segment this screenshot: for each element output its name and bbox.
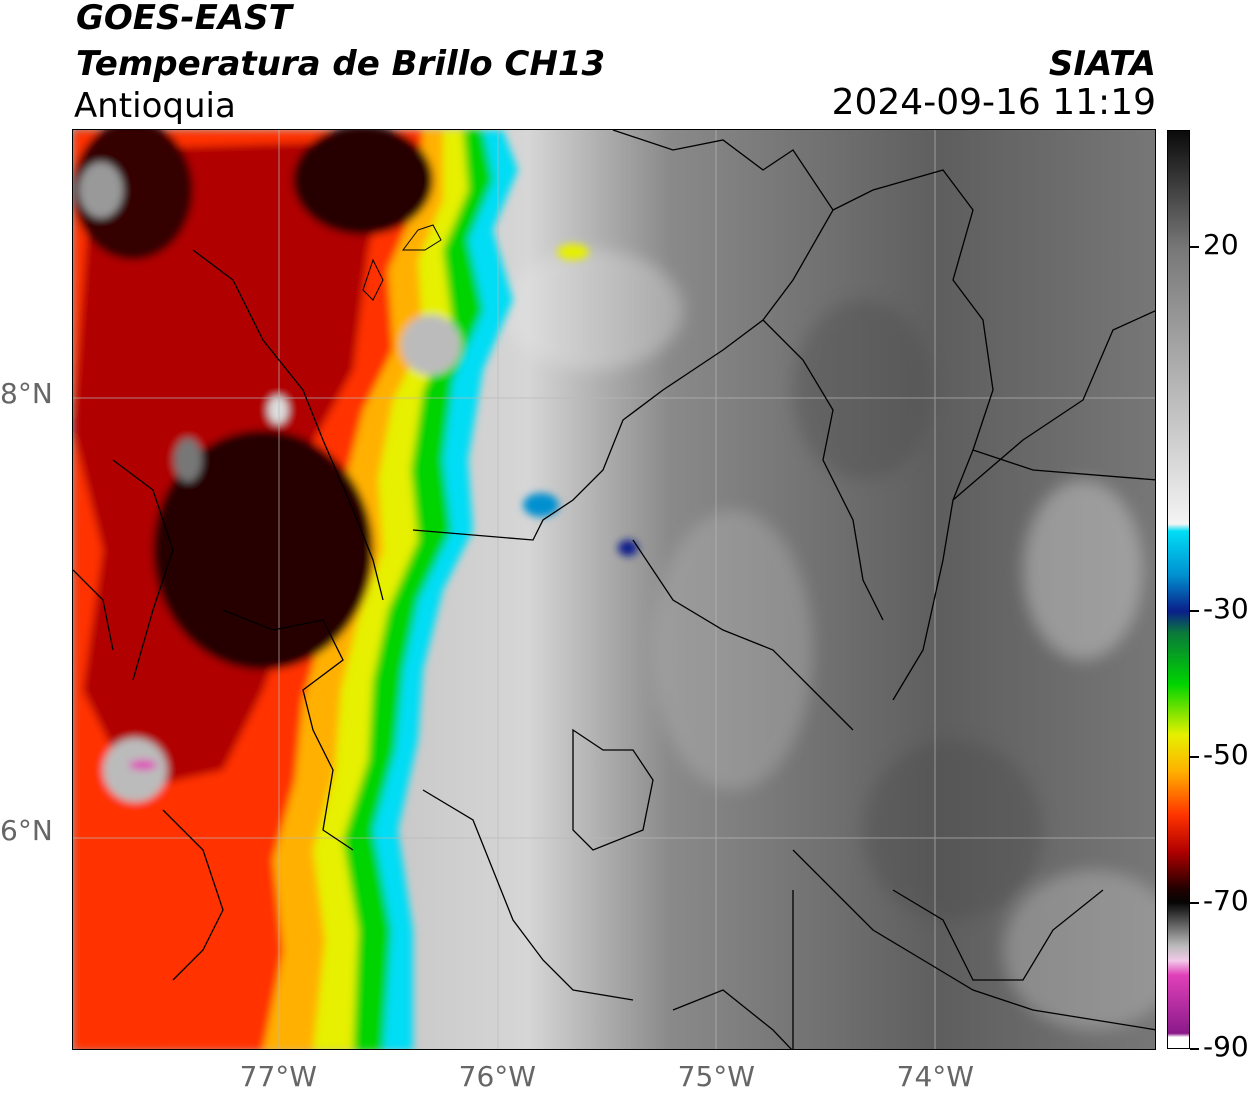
cloud-cell — [618, 540, 638, 556]
cloud-cell — [557, 244, 589, 260]
boundary-line — [892, 889, 1104, 981]
texture-blob — [793, 300, 933, 480]
colorbar-tick — [1190, 610, 1199, 613]
boundary-line — [422, 789, 634, 1001]
colorbar-tick-label: -30 — [1203, 592, 1249, 626]
boundary-line — [832, 169, 994, 701]
boundary-line — [792, 849, 1155, 1031]
organization-label: SIATA — [1048, 44, 1156, 84]
lat-label: 6°N — [0, 813, 53, 847]
colorbar-tick-label: -50 — [1203, 738, 1249, 772]
satellite-title: GOES-EAST — [76, 0, 292, 38]
colorbar-tick-label: -90 — [1203, 1030, 1249, 1063]
boundary-line — [73, 569, 114, 651]
coastline — [362, 224, 442, 301]
overshooting-top — [103, 738, 167, 802]
timestamp-label: 2024-09-16 11:19 — [831, 82, 1156, 123]
boundary-line — [972, 449, 1155, 481]
region-label: Antioquia — [74, 86, 236, 126]
lon-label: 77°W — [239, 1060, 317, 1093]
lon-label: 76°W — [458, 1060, 536, 1093]
boundary-line — [762, 319, 884, 621]
colorbar — [1167, 130, 1190, 1049]
overshooting-top — [174, 438, 202, 482]
texture-blob — [1023, 480, 1143, 660]
boundary-line — [162, 809, 224, 981]
boundary-line — [632, 539, 854, 731]
texture-blob — [1003, 870, 1155, 1030]
cloud-cell — [523, 493, 559, 517]
texture-blob — [863, 740, 1043, 920]
colorbar-ticks: 20 -30 -50 -70 -90 — [1190, 0, 1252, 1099]
texture-blob — [653, 510, 813, 790]
cold-cloud-shield — [73, 130, 638, 1049]
latitude-axis: 8°N 6°N — [0, 0, 72, 1099]
longitude-axis: 77°W 76°W 75°W 74°W — [0, 1058, 1252, 1098]
colorbar-tick — [1190, 756, 1199, 759]
product-title: Temperatura de Brillo CH13 — [76, 44, 606, 84]
ir-texture — [503, 250, 1155, 1030]
colorbar-tick — [1190, 1048, 1199, 1050]
overshooting-top — [79, 162, 123, 218]
cloud-core — [293, 130, 433, 235]
lat-label: 8°N — [0, 377, 53, 411]
colorbar-tick-label: 20 — [1203, 227, 1239, 261]
texture-blob — [503, 250, 683, 370]
colorbar-fill — [1168, 131, 1189, 1048]
overshooting-top — [268, 396, 288, 424]
boundary-line — [112, 459, 174, 681]
overshooting-top — [401, 315, 461, 375]
boundary-line — [672, 989, 792, 1049]
boundary-line — [222, 609, 354, 851]
lon-label: 74°W — [896, 1060, 974, 1093]
boundary-line — [952, 310, 1155, 501]
overshooting-top — [129, 760, 157, 770]
colorbar-tick — [1190, 902, 1199, 905]
colorbar-tick-label: -70 — [1203, 884, 1249, 918]
map-canvas — [73, 130, 1155, 1049]
cloud-core — [153, 430, 373, 670]
municipal-boundaries — [73, 130, 1155, 1049]
colorbar-gradient — [1168, 131, 1189, 1048]
satellite-map[interactable] — [72, 129, 1156, 1050]
boundary-line — [412, 130, 834, 541]
colorbar-tick — [1190, 245, 1199, 248]
graticule — [73, 130, 1155, 1049]
lon-label: 75°W — [677, 1060, 755, 1093]
boundary-line — [572, 728, 654, 851]
boundary-line — [192, 249, 384, 601]
